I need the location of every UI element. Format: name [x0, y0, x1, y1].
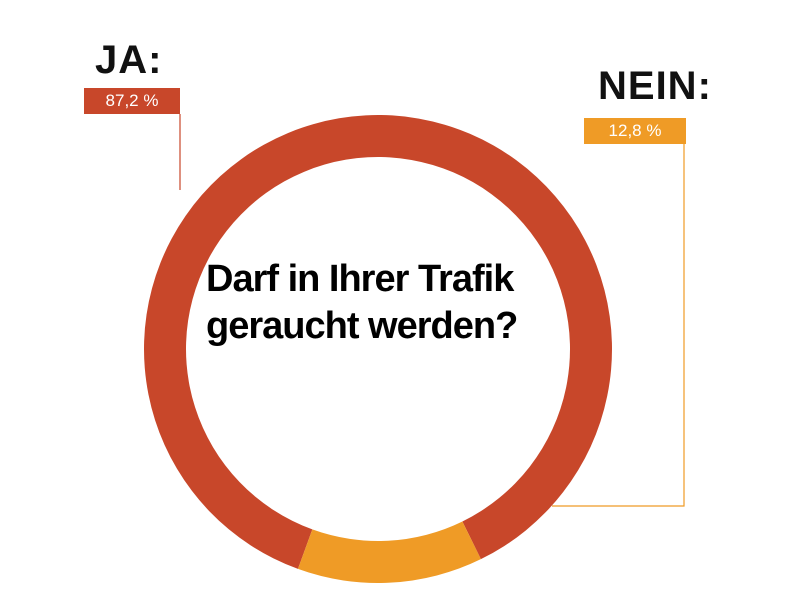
value-box-nein: 12,8 %	[584, 118, 686, 144]
chart-title: Darf in Ihrer Trafik geraucht werden?	[206, 258, 518, 347]
label-nein: NEIN:	[598, 64, 712, 108]
leader-line-nein	[552, 144, 685, 507]
slice-nein	[297, 521, 481, 583]
label-ja: JA:	[95, 38, 163, 82]
donut-slices	[144, 114, 613, 583]
leader-lines	[179, 114, 685, 507]
value-box-ja: 87,2 %	[84, 88, 180, 114]
